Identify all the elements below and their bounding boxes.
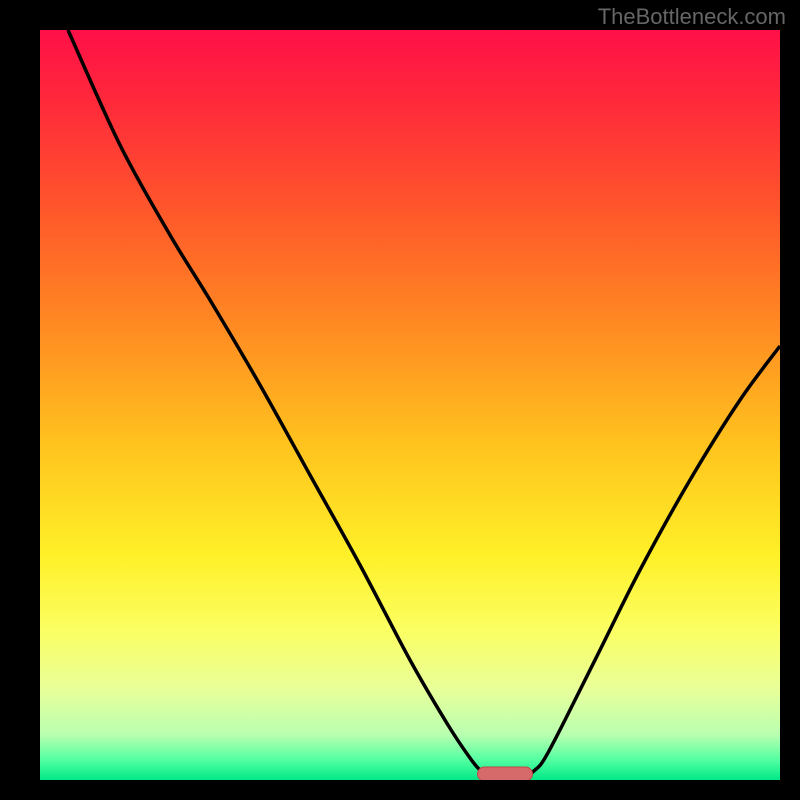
gradient-background — [40, 30, 780, 780]
chart-svg — [0, 0, 800, 800]
watermark-text: TheBottleneck.com — [598, 4, 786, 30]
chart-container: TheBottleneck.com — [0, 0, 800, 800]
optimal-marker — [478, 767, 533, 781]
